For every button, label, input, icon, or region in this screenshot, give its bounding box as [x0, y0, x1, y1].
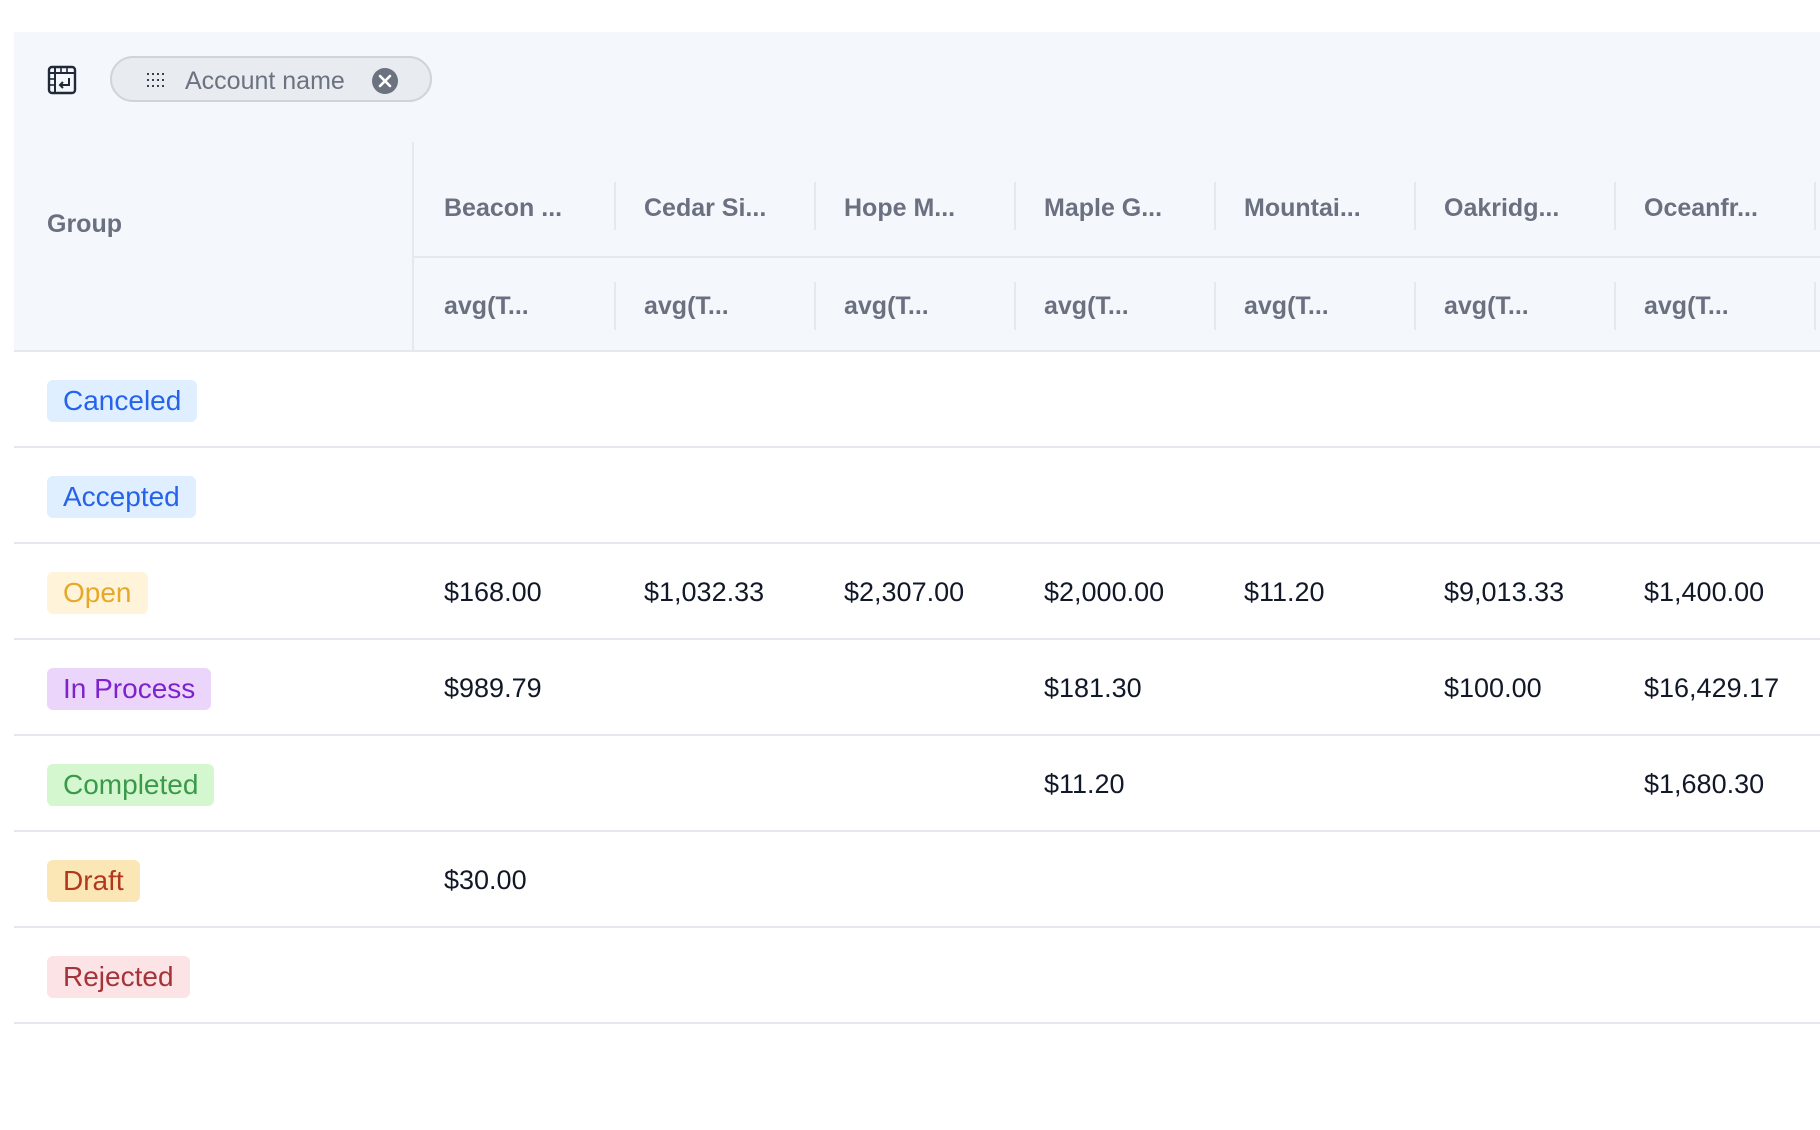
- column-header-metric[interactable]: avg(T...: [644, 292, 729, 320]
- column-separator[interactable]: [814, 282, 816, 330]
- table-cell[interactable]: $1,680.30: [1644, 769, 1765, 799]
- table-cell[interactable]: $2,000.00: [1044, 577, 1165, 607]
- table-cell[interactable]: $100.00: [1444, 673, 1542, 703]
- table-row: Open $168.00 $1,032.33 $2,307.00 $2,000.00 $1…: [14, 544, 1820, 640]
- status-badge: Rejected: [47, 956, 190, 998]
- pivot-layout-icon[interactable]: [47, 65, 77, 95]
- column-header-metric[interactable]: avg(T...: [1444, 292, 1529, 320]
- status-badge: Canceled: [47, 380, 198, 422]
- column-separator[interactable]: [1814, 182, 1816, 230]
- column-separator[interactable]: [1614, 282, 1616, 330]
- column-header-metric[interactable]: avg(T...: [844, 292, 929, 320]
- column-separator[interactable]: [614, 182, 616, 230]
- table-cell[interactable]: $989.79: [444, 673, 542, 703]
- group-column-header[interactable]: Group: [47, 210, 122, 238]
- column-separator[interactable]: [1014, 282, 1016, 330]
- column-separator[interactable]: [814, 182, 816, 230]
- status-badge: Draft: [47, 860, 140, 902]
- column-header-metric[interactable]: avg(T...: [1244, 292, 1329, 320]
- pivot-table: Account name Group Beacon ... avg(T... Ced…: [14, 32, 1820, 1130]
- table-body: Canceled Accepted Open $168.00 $1,032.33 $2,3…: [14, 352, 1820, 1024]
- column-header-account[interactable]: Beacon ...: [444, 194, 563, 222]
- status-badge: Accepted: [47, 476, 196, 518]
- column-header-metric[interactable]: avg(T...: [1644, 292, 1729, 320]
- pivot-toolbar: Account name: [14, 32, 1820, 142]
- table-cell[interactable]: $1,032.33: [644, 577, 765, 607]
- table-header: Group Beacon ... avg(T... Cedar Si... avg(T…: [14, 142, 1820, 352]
- table-cell[interactable]: $16,429.17: [1644, 673, 1780, 703]
- column-separator[interactable]: [1814, 282, 1816, 330]
- column-separator[interactable]: [1214, 182, 1216, 230]
- account-name-chip[interactable]: Account name: [110, 56, 432, 102]
- column-header-account[interactable]: Oakridg...: [1444, 194, 1560, 222]
- drag-grip-icon[interactable]: [146, 71, 168, 89]
- table-row: Rejected: [14, 928, 1820, 1024]
- status-badge: Open: [47, 572, 148, 614]
- table-cell[interactable]: $11.20: [1244, 577, 1325, 607]
- table-row: Canceled: [14, 352, 1820, 448]
- column-separator[interactable]: [1214, 282, 1216, 330]
- chip-label: Account name: [185, 67, 345, 95]
- column-header-account[interactable]: Maple G...: [1044, 194, 1163, 222]
- column-header-metric[interactable]: avg(T...: [444, 292, 529, 320]
- table-row: In Process $989.79 $181.30 $100.00 $16,429.1…: [14, 640, 1820, 736]
- table-row: Completed $11.20 $1,680.30: [14, 736, 1820, 832]
- header-row-divider: [414, 256, 1820, 258]
- column-header-account[interactable]: Hope M...: [844, 194, 956, 222]
- table-cell[interactable]: $1,400.00: [1644, 577, 1765, 607]
- table-cell[interactable]: $9,013.33: [1444, 577, 1565, 607]
- table-cell[interactable]: $181.30: [1044, 673, 1142, 703]
- column-header-account[interactable]: Cedar Si...: [644, 194, 767, 222]
- column-separator[interactable]: [1014, 182, 1016, 230]
- close-circle-icon[interactable]: [371, 67, 399, 95]
- column-separator[interactable]: [1614, 182, 1616, 230]
- column-separator[interactable]: [614, 282, 616, 330]
- status-badge: Completed: [47, 764, 215, 806]
- status-badge: In Process: [47, 668, 212, 710]
- column-header-account[interactable]: Oceanfr...: [1644, 194, 1758, 222]
- table-row: Draft $30.00: [14, 832, 1820, 928]
- table-cell[interactable]: $30.00: [444, 865, 527, 895]
- header-divider: [412, 142, 414, 350]
- column-separator[interactable]: [1414, 182, 1416, 230]
- table-cell[interactable]: $11.20: [1044, 769, 1125, 799]
- table-cell[interactable]: $2,307.00: [844, 577, 965, 607]
- table-cell[interactable]: $168.00: [444, 577, 542, 607]
- table-row: Accepted: [14, 448, 1820, 544]
- column-header-account[interactable]: Mountai...: [1244, 194, 1361, 222]
- column-header-metric[interactable]: avg(T...: [1044, 292, 1129, 320]
- column-separator[interactable]: [1414, 282, 1416, 330]
